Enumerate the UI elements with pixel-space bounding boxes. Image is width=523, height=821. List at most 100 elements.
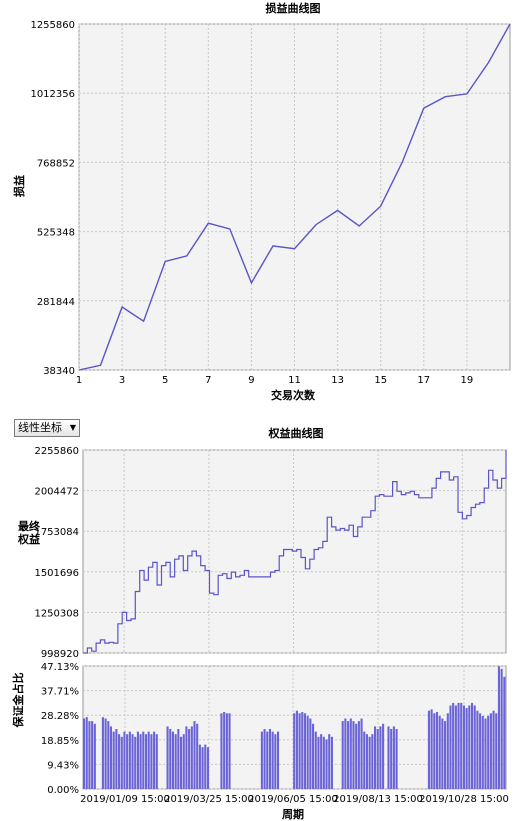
scale-select-value: 线性坐标 xyxy=(18,421,62,434)
margin-bar xyxy=(470,702,474,789)
margin-bar xyxy=(196,723,199,789)
margin-bar xyxy=(373,726,377,789)
margin-bar xyxy=(266,731,269,789)
margin-bar xyxy=(153,731,156,789)
pnl-chart-title: 损益曲线图 xyxy=(266,1,321,15)
margin-bar xyxy=(88,721,91,789)
pnl-series-line xyxy=(78,23,511,371)
margin-bar xyxy=(312,723,315,789)
margin-bar xyxy=(468,705,471,789)
y-tick-label: 0.00% xyxy=(47,785,79,796)
margin-bar xyxy=(101,717,104,789)
margin-bar xyxy=(387,726,390,789)
margin-bar xyxy=(174,734,177,789)
margin-bar xyxy=(109,726,113,789)
equity-y-ticks: 998920 1250308 1501696 1753084 2004472 225586… xyxy=(34,446,79,660)
margin-bar xyxy=(147,731,150,789)
margin-bar xyxy=(177,729,180,789)
margin-bar xyxy=(303,713,307,789)
x-tick-label: 11 xyxy=(288,375,301,386)
margin-bar xyxy=(365,734,368,789)
x-tick-label: 7 xyxy=(205,375,211,386)
y-tick-label: 38340 xyxy=(43,366,75,377)
margin-bar xyxy=(503,676,506,789)
margin-bar xyxy=(320,734,323,789)
margin-bar xyxy=(301,712,304,789)
margin-bar xyxy=(476,710,479,789)
margin-bar xyxy=(355,723,358,789)
pnl-x-ticks: 1 3 5 7 9 11 13 15 17 19 xyxy=(76,375,473,386)
pnl-chart: 损益曲线图 38340 281844 525348 768852 1012356 1255… xyxy=(12,1,511,402)
y-tick-label: 1501696 xyxy=(34,568,79,579)
margin-bar xyxy=(268,729,271,789)
x-tick-label: 2019/03/25 15:00 xyxy=(164,794,254,805)
x-tick-label: 9 xyxy=(248,375,254,386)
y-tick-label: 37.71% xyxy=(41,687,79,698)
margin-bar xyxy=(298,713,301,789)
margin-bar xyxy=(376,729,379,789)
margin-bar xyxy=(204,744,207,789)
margin-bar xyxy=(497,666,501,789)
margin-bar xyxy=(223,712,226,789)
y-tick-label: 47.13% xyxy=(41,662,79,673)
margin-bar xyxy=(228,713,231,789)
equity-series-line xyxy=(83,450,507,654)
margin-bar xyxy=(379,726,382,789)
margin-bar xyxy=(201,747,204,789)
margin-bar xyxy=(198,744,201,789)
margin-bar xyxy=(481,715,484,789)
margin-bar xyxy=(452,702,455,789)
margin-bar xyxy=(492,710,495,789)
margin-bar xyxy=(473,705,476,789)
margin-bar xyxy=(330,736,333,789)
margin-bar xyxy=(220,713,223,789)
scale-select[interactable]: 线性坐标 ▼ xyxy=(14,419,80,437)
margin-bar xyxy=(352,721,355,789)
margin-bar xyxy=(368,736,371,789)
margin-bar xyxy=(441,718,444,789)
margin-bar xyxy=(317,736,320,789)
y-tick-label: 9.43% xyxy=(47,760,79,771)
margin-bar xyxy=(206,747,210,789)
y-tick-label: 1255860 xyxy=(30,20,75,31)
margin-bar xyxy=(225,713,228,789)
pnl-grid xyxy=(78,23,510,371)
margin-bar xyxy=(126,734,129,789)
margin-bar xyxy=(85,717,88,789)
margin-bar xyxy=(484,718,487,789)
margin-bar xyxy=(430,709,433,789)
margin-bar xyxy=(128,731,131,789)
margin-bar xyxy=(363,731,366,789)
margin-bar xyxy=(371,734,374,789)
margin-bar xyxy=(328,734,331,789)
y-tick-label: 281844 xyxy=(37,297,75,308)
margin-bar xyxy=(349,718,352,789)
x-tick-label: 2019/01/09 15:00 xyxy=(80,794,170,805)
margin-bar xyxy=(112,731,115,789)
margin-bar xyxy=(322,736,325,789)
x-tick-label: 13 xyxy=(331,375,344,386)
margin-bar xyxy=(382,723,385,789)
margin-bar xyxy=(427,710,430,789)
y-tick-label: 1012356 xyxy=(30,89,75,100)
margin-bar xyxy=(274,734,277,789)
margin-chart: 0.00% 9.43% 18.85% 28.28% 37.71% 47.13% 2019/… xyxy=(11,662,509,821)
margin-bar xyxy=(123,731,126,789)
margin-bar xyxy=(341,721,344,789)
x-tick-label: 19 xyxy=(461,375,474,386)
margin-bar xyxy=(182,734,185,789)
margin-bar xyxy=(500,668,503,789)
x-tick-label: 17 xyxy=(417,375,430,386)
margin-bar xyxy=(118,734,121,789)
x-tick-label: 2019/06/05 15:00 xyxy=(248,794,338,805)
y-tick-label: 1250308 xyxy=(34,608,79,619)
margin-bar xyxy=(185,726,188,789)
margin-y-ticks: 0.00% 9.43% 18.85% 28.28% 37.71% 47.13% xyxy=(41,662,79,796)
margin-bar xyxy=(150,734,153,789)
equity-chart: 权益曲线图 998920 1250308 1501696 1753084 2004472… xyxy=(17,426,507,660)
margin-bar xyxy=(435,712,439,789)
margin-bar xyxy=(120,736,123,789)
margin-y-axis-label: 保证金占比 xyxy=(11,673,25,729)
x-tick-label: 5 xyxy=(162,375,168,386)
margin-bar xyxy=(171,731,174,789)
